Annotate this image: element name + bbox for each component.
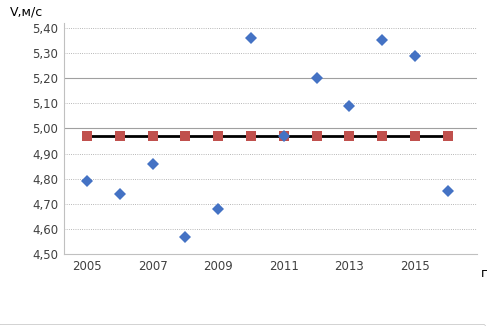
Text: V,м/с: V,м/с (10, 5, 43, 18)
Legend: среднегодовая скорость ветра, среднемноголетняя скорость ветра: среднегодовая скорость ветра, среднемног… (0, 324, 485, 326)
Text: г: г (481, 267, 488, 280)
